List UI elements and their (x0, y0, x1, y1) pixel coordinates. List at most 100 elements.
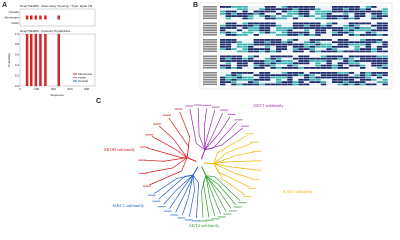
residue-block (259, 81, 265, 83)
residue-block (354, 6, 360, 8)
residue-block (365, 78, 371, 81)
residue-block (337, 60, 343, 62)
leaf-label (217, 216, 226, 218)
seq-name (203, 60, 217, 62)
residue-block (242, 10, 248, 13)
residue-block (354, 62, 360, 65)
residue-block (231, 17, 237, 20)
branch (213, 134, 248, 164)
leaf-label (234, 119, 243, 121)
residue-block (382, 74, 388, 77)
residue-block (259, 55, 265, 58)
residue-block (320, 81, 327, 83)
residue-block (253, 8, 259, 11)
residue-block (337, 8, 343, 11)
residue-block (326, 29, 332, 32)
residue-block (259, 41, 265, 44)
residue-block (287, 57, 293, 60)
residue-block (287, 62, 293, 65)
residue-block (348, 39, 355, 41)
residue-block (231, 67, 237, 69)
residue-block (236, 48, 243, 50)
residue-block (259, 31, 265, 34)
residue-block (315, 64, 321, 67)
residue-block (304, 43, 310, 46)
branch (204, 109, 216, 150)
residue-block (309, 67, 315, 69)
residue-block (337, 48, 343, 50)
residue-block (242, 78, 248, 81)
seq-name (203, 67, 217, 69)
residue-block (371, 50, 377, 53)
residue-block (236, 12, 243, 15)
residue-block (253, 64, 259, 67)
residue-block (225, 57, 231, 60)
residue-block (287, 17, 293, 20)
residue-block (343, 60, 349, 62)
residue-block (231, 8, 237, 11)
residue-block (354, 67, 360, 69)
residue-block (231, 10, 237, 13)
seq-name (203, 43, 217, 46)
branch (201, 166, 207, 176)
residue-block (287, 78, 293, 81)
residue-block (382, 24, 388, 27)
residue-block (259, 43, 265, 46)
residue-block (287, 41, 293, 44)
residue-block (298, 64, 304, 67)
residue-block (287, 76, 293, 79)
residue-block (320, 62, 327, 65)
residue-block (320, 45, 327, 48)
residue-block (354, 81, 360, 83)
residue-block (220, 78, 226, 81)
x-axis-label: Sequence (50, 93, 64, 97)
residue-block (225, 83, 231, 86)
residue-block (236, 15, 243, 17)
residue-block (248, 62, 254, 65)
residue-block (337, 15, 343, 17)
legend-label: Outside (78, 79, 89, 83)
residue-block (343, 62, 349, 65)
residue-block (292, 39, 299, 41)
residue-block (259, 83, 265, 86)
residue-block (242, 8, 248, 11)
residue-block (382, 48, 388, 50)
branch (159, 125, 188, 158)
residue-block (360, 43, 366, 46)
residue-block (326, 72, 332, 74)
residue-block (253, 45, 259, 48)
residue-block (264, 60, 271, 62)
residue-block (264, 8, 271, 11)
residue-block (231, 45, 237, 48)
residue-block (253, 22, 259, 25)
residue-block (382, 41, 388, 44)
residue-block (343, 8, 349, 11)
residue-block (315, 6, 321, 8)
residue-block (309, 10, 315, 13)
residue-block (360, 57, 366, 60)
residue-block (365, 60, 371, 62)
residue-block (360, 8, 366, 11)
residue-block (332, 81, 338, 83)
residue-block (326, 74, 332, 77)
residue-block (236, 78, 243, 81)
residue-block (259, 39, 265, 41)
residue-block (343, 78, 349, 81)
residue-block (220, 43, 226, 46)
residue-block (287, 67, 293, 69)
residue-block (332, 76, 338, 79)
residue-block (320, 34, 327, 36)
residue-block (376, 24, 383, 27)
residue-block (270, 39, 276, 41)
residue-block (259, 15, 265, 17)
residue-block (298, 76, 304, 79)
residue-block (354, 34, 360, 36)
residue-block (337, 27, 343, 29)
residue-block (287, 12, 293, 15)
residue-block (270, 64, 276, 67)
branch (181, 175, 194, 216)
seq-name (203, 24, 217, 27)
residue-block (309, 64, 315, 67)
residue-block (348, 43, 355, 46)
residue-block (343, 12, 349, 15)
